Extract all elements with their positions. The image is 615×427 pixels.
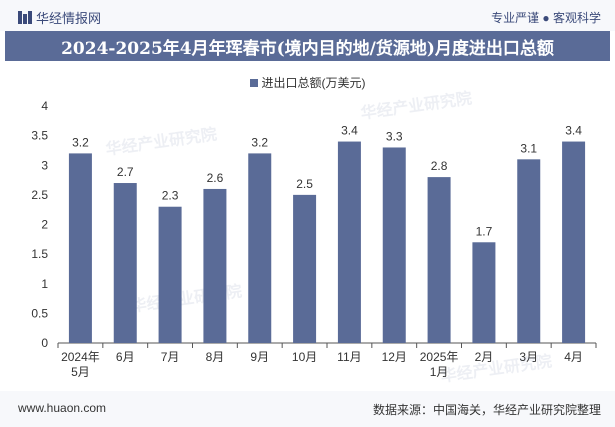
x-tick-label: 2024年 — [61, 350, 100, 364]
y-tick-label: 2.5 — [31, 188, 48, 202]
legend: 进出口总额(万美元) — [0, 74, 615, 91]
x-tick-label: 6月 — [116, 350, 135, 364]
y-tick-label: 3.5 — [31, 129, 48, 143]
x-tick-label: 2月 — [475, 350, 494, 364]
y-tick-label: 3 — [41, 158, 48, 172]
bar — [248, 153, 272, 343]
data-label: 3.2 — [251, 135, 268, 149]
chart-title-bar: 2024-2025年4月年珲春市(境内目的地/货源地)月度进出口总额 — [5, 31, 610, 61]
x-tick-label: 10月 — [292, 350, 317, 364]
x-tick-label: 2025年 — [420, 350, 459, 364]
x-tick-label: 5月 — [71, 365, 90, 379]
bar — [113, 183, 137, 343]
x-tick-label: 4月 — [564, 350, 583, 364]
data-label: 2.3 — [162, 189, 179, 203]
y-tick-label: 0 — [41, 336, 48, 350]
bar — [68, 153, 92, 343]
bar — [158, 206, 182, 343]
y-tick-label: 1 — [41, 277, 48, 291]
bar — [517, 159, 541, 343]
data-label: 3.3 — [386, 129, 403, 143]
bar — [427, 177, 451, 343]
slogan: 专业严谨 ● 客观科学 — [491, 11, 601, 25]
data-label: 2.8 — [431, 159, 448, 173]
legend-swatch — [249, 79, 258, 87]
footer-url[interactable]: www.huaon.com — [18, 401, 107, 415]
data-label: 3.4 — [565, 124, 582, 138]
data-label: 3.2 — [72, 135, 89, 149]
bar — [293, 194, 317, 343]
y-tick-label: 2 — [41, 218, 48, 232]
data-label: 2.6 — [207, 171, 224, 185]
data-label: 3.1 — [520, 141, 537, 155]
x-tick-label: 3月 — [519, 350, 538, 364]
x-tick-label: 12月 — [382, 350, 407, 364]
data-label: 3.4 — [341, 124, 358, 138]
bar — [562, 141, 586, 343]
y-tick-label: 1.5 — [31, 247, 48, 261]
bar — [472, 242, 496, 343]
logo-icon — [18, 11, 32, 24]
x-tick-label: 9月 — [250, 350, 269, 364]
x-tick-label: 11月 — [337, 350, 361, 364]
bar — [382, 147, 406, 343]
logo-text: 华经情报网 — [36, 11, 102, 26]
footer-source: 数据来源：中国海关，华经产业研究院整理 — [372, 403, 601, 417]
chart-title: 2024-2025年4月年珲春市(境内目的地/货源地)月度进出口总额 — [61, 38, 554, 59]
y-tick-label: 0.5 — [31, 306, 48, 320]
bar — [337, 141, 361, 343]
y-tick-label: 4 — [41, 99, 48, 113]
x-tick-label: 1月 — [430, 365, 449, 379]
data-label: 1.7 — [476, 224, 493, 238]
x-tick-label: 8月 — [206, 350, 225, 364]
logo[interactable]: 华经情报网 — [18, 8, 101, 27]
legend-label: 进出口总额(万美元) — [261, 76, 366, 90]
top-bar: 华经情报网 专业严谨 ● 客观科学 — [0, 0, 615, 31]
bar — [203, 188, 227, 343]
data-label: 2.7 — [117, 165, 134, 179]
x-tick-label: 7月 — [161, 350, 180, 364]
data-label: 2.5 — [296, 177, 313, 191]
footer: www.huaon.com 数据来源：中国海关，华经产业研究院整理 — [0, 391, 615, 427]
